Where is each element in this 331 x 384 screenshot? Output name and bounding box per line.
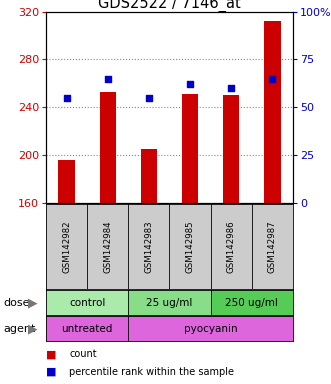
Point (105, 76, 111, 82)
Text: GSM142985: GSM142985 (186, 220, 195, 273)
Text: 250 ug/ml: 250 ug/ml (225, 298, 278, 308)
Text: ▶: ▶ (28, 296, 38, 309)
Bar (128, 316, 293, 341)
Text: ▶: ▶ (28, 322, 38, 335)
Text: count: count (69, 349, 97, 359)
Text: pyocyanin: pyocyanin (184, 323, 237, 333)
Bar (58, 160, 75, 203)
Bar (182, 94, 198, 203)
Text: percentile rank within the sample: percentile rank within the sample (69, 367, 234, 377)
Text: 25 ug/ml: 25 ug/ml (146, 298, 193, 308)
Text: GSM142983: GSM142983 (144, 220, 153, 273)
Bar (223, 95, 240, 203)
Text: control: control (69, 298, 105, 308)
Text: GSM142984: GSM142984 (103, 220, 112, 273)
Bar (128, 290, 211, 315)
Bar (100, 92, 116, 203)
Point (187, 81, 193, 87)
Text: agent: agent (3, 323, 36, 333)
Text: dose: dose (3, 298, 30, 308)
Text: GSM142986: GSM142986 (227, 220, 236, 273)
Text: GSM142987: GSM142987 (268, 220, 277, 273)
Bar (46, 316, 128, 341)
Point (270, 76, 275, 82)
Bar (46, 290, 128, 315)
Point (229, 85, 234, 91)
Text: GSM142982: GSM142982 (62, 220, 71, 273)
Bar (264, 21, 281, 203)
Bar (141, 149, 157, 203)
Bar (211, 290, 293, 315)
Text: untreated: untreated (62, 323, 113, 333)
Point (146, 94, 152, 101)
Point (64, 94, 69, 101)
Title: GDS2522 / 7146_at: GDS2522 / 7146_at (98, 0, 241, 12)
Text: ■: ■ (46, 367, 57, 377)
Text: ■: ■ (46, 349, 57, 359)
